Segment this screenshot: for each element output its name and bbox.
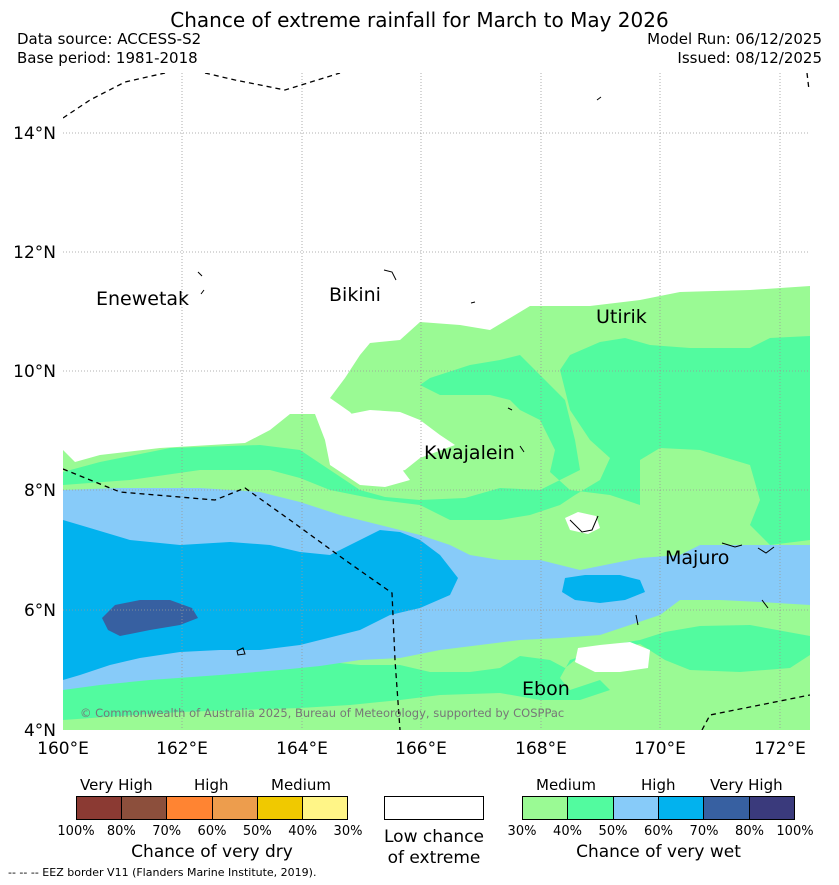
dry-swatch-3 — [211, 797, 257, 819]
dry-pct-2: 70% — [152, 824, 182, 839]
lon-tick-170: 170°E — [634, 739, 686, 759]
lat-tick-6: 6°N — [24, 601, 56, 621]
wet-swatch-4 — [703, 797, 749, 819]
lon-tick-168: 168°E — [515, 739, 567, 759]
label-ebon: Ebon — [522, 678, 570, 700]
island-majuro — [721, 542, 775, 554]
wet-pct-0: 30% — [507, 824, 537, 839]
base-period-text: Base period: 1981-2018 — [17, 49, 198, 67]
wet-pct-1: 40% — [553, 824, 582, 839]
dry-colorbar — [76, 796, 348, 820]
wet-swatch-0 — [523, 797, 568, 819]
header-left: Data source: ACCESS-S2 Base period: 1981… — [17, 30, 201, 68]
dry-swatch-0 — [77, 797, 122, 819]
low-chance-line2: of extreme — [387, 848, 481, 868]
dry-swatch-4 — [256, 797, 302, 819]
island-enewetak — [197, 271, 205, 295]
lon-tick-172: 172°E — [754, 739, 806, 759]
label-kwajalein: Kwajalein — [424, 442, 515, 464]
wet-pct-6: 100% — [776, 824, 814, 839]
island-bikini — [383, 269, 397, 281]
lat-ticks: 14°N 12°N 10°N 8°N 6°N 4°N — [13, 124, 56, 741]
dry-swatch-5 — [301, 797, 348, 819]
islands — [197, 96, 775, 656]
map-title: Chance of extreme rainfall for March to … — [170, 8, 669, 32]
lon-tick-166: 166°E — [395, 739, 447, 759]
island-atoll-east — [569, 515, 599, 533]
region-low-ebon — [575, 642, 650, 672]
dry-pct-3: 60% — [197, 824, 227, 839]
region-wet-60-70 — [63, 520, 458, 680]
island-atoll-2 — [635, 599, 769, 626]
island-atoll-3 — [470, 96, 602, 304]
island-atoll-south — [236, 647, 246, 656]
label-bikini: Bikini — [329, 284, 381, 306]
eez-borders — [63, 73, 810, 730]
low-chance-label: Low chance of extreme — [364, 827, 504, 869]
dry-pct-5: 40% — [288, 824, 318, 839]
label-enewetak: Enewetak — [96, 288, 189, 310]
lon-ticks: 160°E 162°E 164°E 166°E 168°E 170°E 172°… — [37, 739, 806, 759]
dry-pct-6: 30% — [333, 824, 363, 839]
region-wet-70-80 — [102, 600, 198, 636]
lat-tick-4: 4°N — [24, 721, 56, 741]
region-wet-40-50-south — [63, 625, 810, 720]
header-right: Model Run: 06/12/2025 Issued: 08/12/2025 — [647, 30, 822, 68]
dry-head-medium: Medium — [271, 776, 331, 794]
dry-label: Chance of very dry — [131, 842, 293, 862]
wet-pct-2: 50% — [598, 824, 628, 839]
model-run-text: Model Run: 06/12/2025 — [647, 30, 822, 48]
low-chance-swatch — [384, 796, 484, 820]
region-wet-60-70-east — [562, 575, 645, 603]
dry-head-high: High — [194, 776, 229, 794]
dry-pct-1: 80% — [106, 824, 136, 839]
lon-tick-160: 160°E — [37, 739, 89, 759]
wet-colorbar — [522, 796, 795, 820]
lat-tick-14: 14°N — [13, 124, 56, 144]
wet-swatch-3 — [657, 797, 704, 819]
lon-tick-162: 162°E — [156, 739, 208, 759]
copyright-text: © Commonwealth of Australia 2025, Bureau… — [80, 706, 564, 720]
label-utirik: Utirik — [596, 306, 647, 328]
label-majuro: Majuro — [665, 547, 729, 569]
wet-head-medium: Medium — [536, 776, 596, 794]
dry-swatch-2 — [166, 797, 212, 819]
wet-head-very-high: Very High — [710, 776, 783, 794]
lat-tick-10: 10°N — [13, 362, 56, 382]
island-kwajalein — [507, 407, 525, 453]
dry-head-very-high: Very High — [80, 776, 153, 794]
wet-swatch-1 — [567, 797, 613, 819]
eez-border-west — [63, 468, 401, 730]
rainfall-regions — [63, 286, 810, 730]
wet-swatch-2 — [612, 797, 658, 819]
eez-border-east-edge — [806, 73, 810, 91]
dry-swatch-1 — [121, 797, 167, 819]
region-low-small — [565, 512, 600, 534]
eez-border-north — [63, 73, 166, 119]
data-source-text: Data source: ACCESS-S2 — [17, 30, 202, 48]
dry-pct-4: 50% — [242, 824, 272, 839]
low-chance-line1: Low chance — [384, 827, 484, 847]
dry-percent-ticks: 100% 80% 70% 60% 50% 40% 30% — [56, 824, 376, 840]
lon-tick-164: 164°E — [276, 739, 328, 759]
lat-tick-12: 12°N — [13, 243, 56, 263]
eez-border-southeast — [701, 694, 810, 730]
place-labels: Enewetak Bikini Utirik Kwajalein Majuro … — [96, 284, 729, 700]
wet-pct-3: 60% — [644, 824, 673, 839]
region-low-kwajalein — [330, 410, 455, 475]
wet-pct-4: 70% — [689, 824, 719, 839]
dry-pct-0: 100% — [57, 824, 95, 839]
wet-pct-5: 80% — [735, 824, 764, 839]
wet-head-high: High — [641, 776, 676, 794]
issued-text: Issued: 08/12/2025 — [677, 49, 822, 67]
wet-swatch-5 — [748, 797, 794, 819]
lat-tick-8: 8°N — [24, 481, 56, 501]
eez-border-north-2 — [204, 73, 341, 91]
wet-label: Chance of very wet — [576, 842, 741, 862]
region-wet-40-50 — [63, 336, 810, 545]
eez-footnote: -- -- -- EEZ border V11 (Flanders Marine… — [8, 866, 317, 879]
wet-percent-ticks: 30% 40% 50% 60% 70% 80% 100% — [502, 824, 822, 840]
